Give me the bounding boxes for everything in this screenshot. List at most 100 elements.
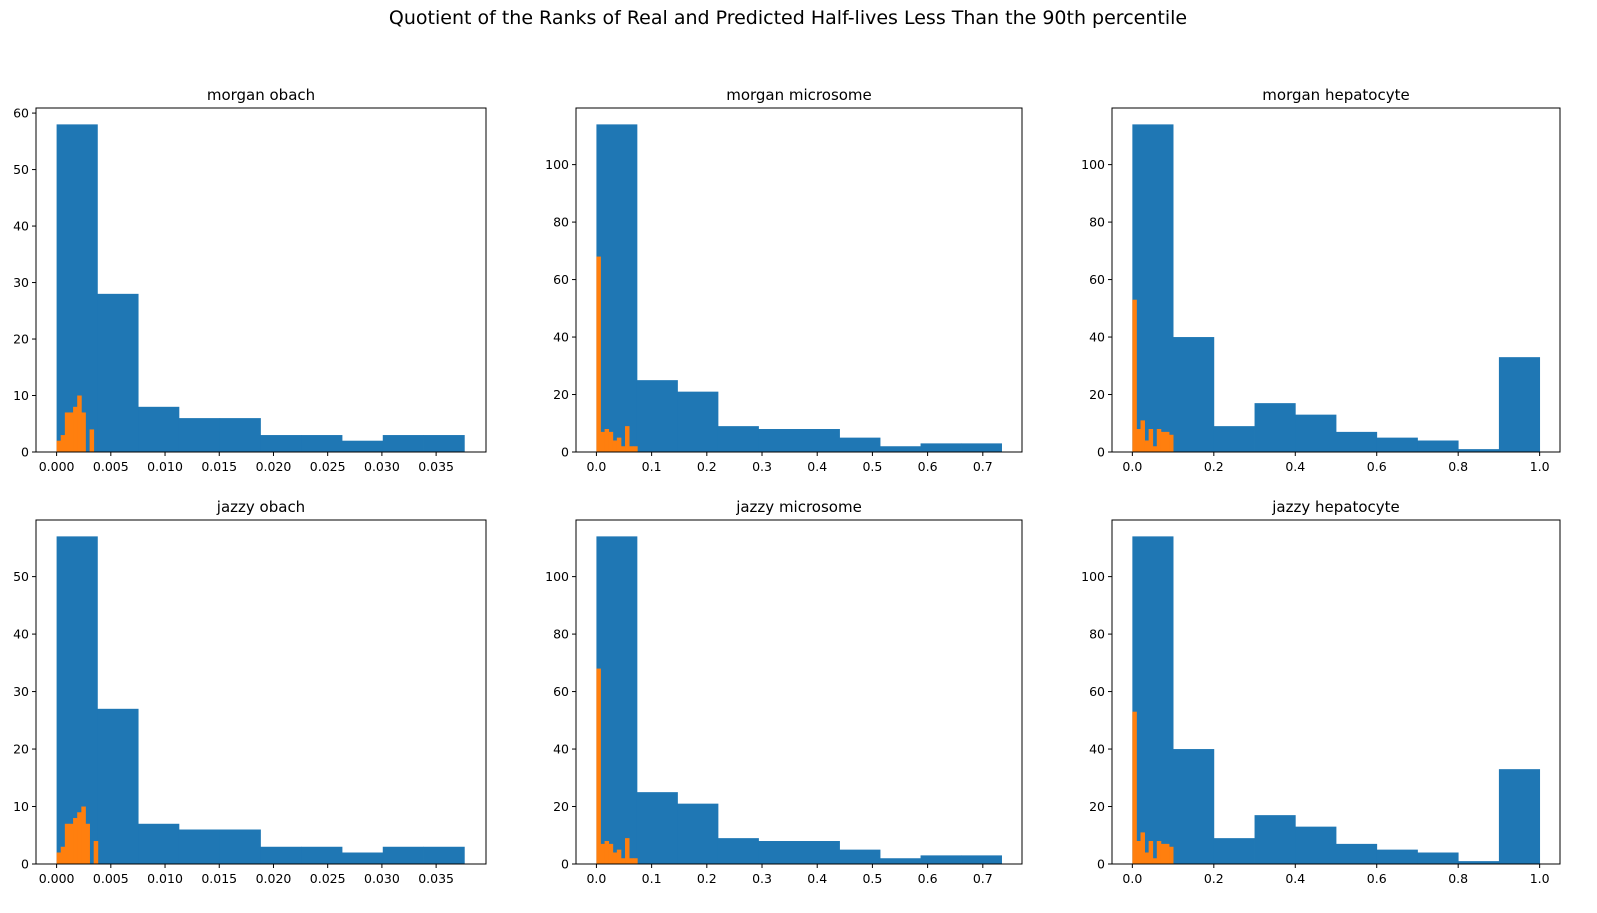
histogram-bar <box>423 846 465 864</box>
histogram-bar <box>920 443 962 452</box>
histogram-bar <box>616 437 622 452</box>
subplot-title: morgan hepatocyte <box>1262 86 1409 104</box>
histogram-bar <box>633 858 638 864</box>
histogram-series-2 <box>596 256 638 452</box>
histogram-bar <box>73 818 78 864</box>
y-tick-label: 0 <box>21 857 29 872</box>
histogram-bar <box>138 823 180 864</box>
histogram-bar <box>629 446 634 452</box>
histogram-bar <box>64 823 70 864</box>
histogram-bar <box>219 418 261 452</box>
y-tick-label: 0 <box>1097 857 1105 872</box>
histogram-bar <box>1144 852 1150 864</box>
x-tick-label: 0.2 <box>1204 871 1224 886</box>
y-tick-label: 10 <box>13 799 29 814</box>
histogram-bar <box>97 293 139 452</box>
figure-suptitle: Quotient of the Ranks of Real and Predic… <box>389 7 1187 29</box>
y-tick-label: 60 <box>553 684 569 699</box>
histogram-bar <box>1336 431 1378 452</box>
x-tick-label: 0.010 <box>147 871 183 886</box>
histogram-bar <box>636 380 678 452</box>
histogram-bar <box>1164 843 1170 864</box>
y-tick-label: 40 <box>1089 330 1105 345</box>
subplot-title: jazzy hepatocyte <box>1271 498 1400 516</box>
histogram-bar <box>920 855 962 864</box>
histogram-bar <box>1132 299 1137 452</box>
subplot-morgan-microsome: morgan microsome 0.0 0.1 0.2 0.3 0.4 0.5 0.6 0.7… <box>545 86 1023 474</box>
histogram-bar <box>961 855 1002 864</box>
histogram-bar <box>60 435 66 452</box>
histogram-bar <box>1173 337 1215 452</box>
histogram-bar <box>1136 841 1141 864</box>
histogram-bar <box>839 849 881 864</box>
x-tick-label: 0.2 <box>697 871 717 886</box>
histogram-series-1 <box>1132 124 1541 452</box>
x-tick-label: 1.0 <box>1530 459 1550 474</box>
histogram-bar <box>625 426 630 452</box>
histogram-bar <box>93 841 99 864</box>
histogram-bar <box>629 858 634 864</box>
histogram-bar <box>56 536 98 864</box>
histogram-series-2 <box>56 395 95 452</box>
y-tick-label: 60 <box>13 106 29 121</box>
y-tick-label: 40 <box>553 330 569 345</box>
histogram-series-1 <box>596 124 1002 452</box>
histogram-series-2 <box>1132 711 1174 864</box>
histogram-series-2 <box>596 668 638 864</box>
histogram-bar <box>596 256 601 452</box>
histogram-bar <box>612 852 618 864</box>
x-tick-label: 0.3 <box>752 459 772 474</box>
histogram-bar <box>1417 440 1459 452</box>
histogram-bar <box>616 849 622 864</box>
histogram-bar <box>596 124 638 452</box>
histogram-bar <box>961 443 1002 452</box>
histogram-bar <box>1164 431 1170 452</box>
histogram-bar <box>717 838 759 864</box>
histogram-bar <box>620 858 626 864</box>
x-tick-label: 0.0 <box>1122 459 1142 474</box>
histogram-bar <box>56 852 62 864</box>
histogram-bar <box>600 431 605 452</box>
x-tick-label: 0.8 <box>1448 459 1468 474</box>
histogram-bar <box>1498 769 1541 864</box>
subplot-title: morgan microsome <box>726 86 872 104</box>
histogram-bar <box>604 429 610 452</box>
subplot-morgan-obach: morgan obach 0.000 0.005 0.010 0.015 0.020 0.0… <box>13 86 487 474</box>
y-tick-label: 20 <box>13 332 29 347</box>
histogram-series-2 <box>56 806 99 864</box>
histogram-bar <box>342 440 384 452</box>
axes-frame <box>35 107 487 453</box>
histogram-bar <box>677 803 719 864</box>
histogram-bar <box>1213 426 1255 452</box>
x-tick-label: 0.2 <box>697 459 717 474</box>
histogram-bar <box>1295 826 1337 864</box>
histogram-bar <box>1156 429 1162 452</box>
x-tick-label: 0.005 <box>93 871 129 886</box>
histogram-bar <box>839 437 881 452</box>
histogram-bar <box>138 406 180 452</box>
subplot-jazzy-hepatocyte: jazzy hepatocyte 0.0 0.2 0.4 0.6 0.8 1.0 0 20 40 6… <box>1081 498 1561 886</box>
x-tick-label: 0.7 <box>973 871 993 886</box>
y-tick-label: 50 <box>13 162 29 177</box>
histogram-bar <box>1132 536 1174 864</box>
x-tick-label: 0.025 <box>310 459 346 474</box>
histogram-bar <box>178 418 221 452</box>
subplot-title: jazzy microsome <box>735 498 862 516</box>
histogram-bar <box>382 846 424 864</box>
histogram-bar <box>85 823 90 864</box>
x-tick-label: 0.0 <box>1122 871 1142 886</box>
histogram-bar <box>880 446 921 452</box>
y-tick-label: 100 <box>1081 157 1105 172</box>
histogram-bar <box>56 440 62 452</box>
histogram-bar <box>1169 846 1174 864</box>
histogram-bar <box>68 823 74 864</box>
y-tick-label: 20 <box>13 742 29 757</box>
histogram-bar <box>1213 838 1255 864</box>
x-tick-label: 0.5 <box>862 871 882 886</box>
histogram-bar <box>636 792 678 864</box>
histogram-bar <box>758 429 800 452</box>
x-tick-label: 0.4 <box>807 459 827 474</box>
y-tick-label: 20 <box>553 387 569 402</box>
y-tick-label: 80 <box>553 215 569 230</box>
